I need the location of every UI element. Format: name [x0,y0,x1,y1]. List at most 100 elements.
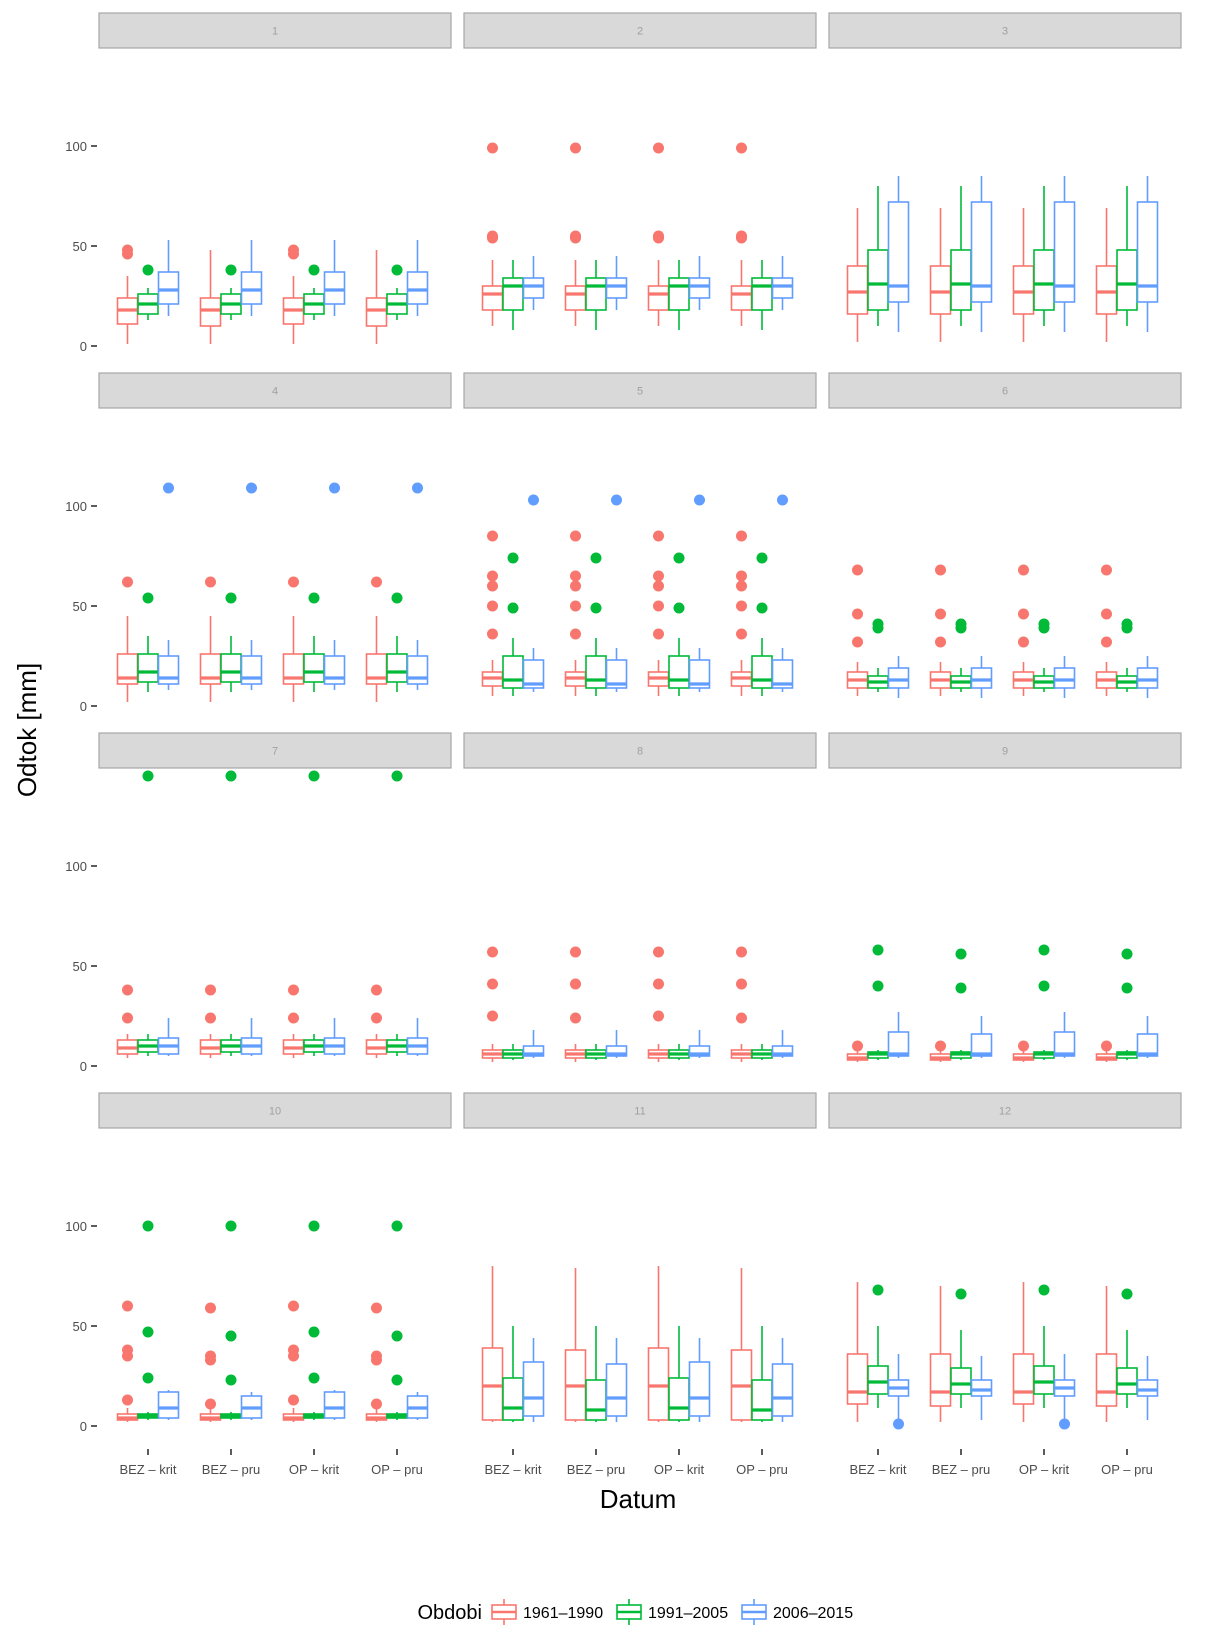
box [730,285,753,311]
legend-title: Obdobi [418,1602,483,1624]
outlier-point [288,1012,299,1024]
x-tick-label: OP – krit [289,1462,340,1477]
box [137,653,159,683]
box [522,659,545,689]
outlier-point [872,944,884,956]
box [157,271,180,305]
outlier-point [1121,982,1133,994]
outlier-point [935,564,946,576]
outlier-point [1018,636,1029,648]
x-tick-label: OP – pru [1101,1462,1153,1477]
outlier-point [308,1326,320,1338]
outlier-point [225,1220,237,1232]
outlier-point [528,494,539,506]
outlier-point [653,142,664,154]
outlier-point [653,600,664,612]
outlier-point [391,1220,403,1232]
outlier-point [935,1040,946,1052]
facet-strip-7 [98,732,452,769]
outlier-point [736,600,747,612]
box [887,1031,910,1057]
box [688,1045,711,1057]
facet-label-12: 12 [999,1106,1011,1118]
box [1053,201,1076,303]
y-tick-label-0: 0 [80,699,87,714]
box [970,1033,993,1057]
outlier-point [756,552,768,564]
facet-label-2: 2 [637,26,643,38]
outlier-point [225,592,237,604]
y-tick-label-50: 50 [73,239,87,254]
box [867,249,889,311]
outlier-point [205,576,216,588]
facet-label-10: 10 [269,1106,281,1118]
box [303,653,325,683]
facet-strip-3 [828,12,1182,49]
outlier-point [736,142,747,154]
outlier-point [935,608,946,620]
outlier-point [288,1344,299,1356]
outlier-point [1059,1418,1070,1430]
box [522,1361,545,1417]
outlier-point [308,770,320,782]
box [220,653,242,683]
outlier-point [487,580,498,592]
box [647,285,670,311]
box [585,655,607,689]
box [929,1353,952,1407]
outlier-point [1038,944,1050,956]
x-tick-label: BEZ – krit [484,1462,541,1477]
outlier-point [391,592,403,604]
outlier-point [507,552,519,564]
facet-label-8: 8 [637,746,643,758]
outlier-point [736,580,747,592]
outlier-point [487,1010,498,1022]
outlier-point [142,1372,154,1384]
outlier-point [570,570,581,582]
box [970,1379,993,1397]
box [970,667,993,689]
outlier-point [487,142,498,154]
outlier-point [1121,1288,1133,1300]
box [157,1391,180,1419]
outlier-point [487,530,498,542]
box [970,201,993,303]
box [688,659,711,689]
box [406,271,429,305]
outlier-point [872,618,884,630]
box [605,659,628,689]
box [1095,265,1118,315]
y-tick-label-100: 100 [65,139,87,154]
y-tick-label-100: 100 [65,499,87,514]
facet-strip-1 [98,12,452,49]
outlier-point [852,564,863,576]
box [502,277,524,311]
outlier-point [570,580,581,592]
x-tick-label: BEZ – krit [849,1462,906,1477]
outlier-point [653,946,664,958]
box [365,297,388,327]
box [647,1347,670,1421]
outlier-point [570,530,581,542]
box [688,1361,711,1417]
outlier-point [955,618,967,630]
outlier-point [288,1300,299,1312]
box [1012,1353,1035,1405]
outlier-point [225,770,237,782]
outlier-point [893,1418,904,1430]
outlier-point [1101,564,1112,576]
outlier-point [142,770,154,782]
outlier-point [142,592,154,604]
box [522,277,545,299]
box [406,655,429,685]
box [1095,1353,1118,1407]
x-tick-label: OP – krit [654,1462,705,1477]
facet-strip-5 [463,372,817,409]
box [771,1045,794,1057]
outlier-point [288,244,299,256]
x-tick-label: OP – pru [736,1462,788,1477]
facet-strip-4 [98,372,452,409]
outlier-point [955,948,967,960]
outlier-point [308,264,320,276]
